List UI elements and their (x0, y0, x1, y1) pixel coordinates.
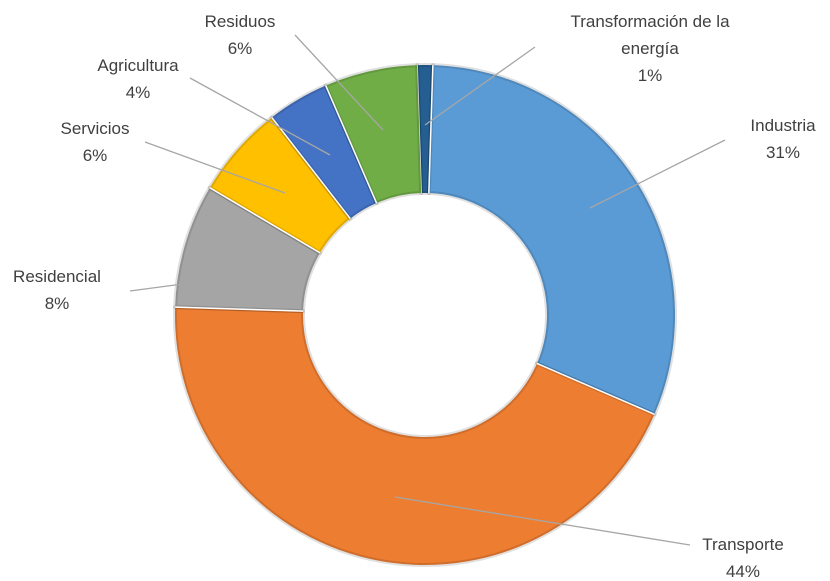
slice-gap (325, 85, 378, 204)
donut-slice (173, 185, 322, 314)
leader-line (589, 139, 726, 209)
value-label: 44% (725, 562, 761, 581)
data-label: Residencial 8% (13, 263, 101, 317)
donut-slice (207, 115, 353, 255)
data-label: Servicios 6% (61, 115, 130, 169)
leader-line (294, 34, 384, 131)
slice-gap (209, 187, 321, 254)
leader-line (144, 141, 286, 194)
leader-line (394, 496, 691, 546)
data-label: Transporte 44% (702, 531, 784, 581)
category-label: Servicios (60, 119, 130, 138)
leader-line (129, 282, 191, 292)
value-label: 4% (125, 83, 151, 102)
donut-slice (173, 305, 657, 567)
slice-gap (271, 117, 351, 220)
category-label: Transformación de la energía (570, 12, 730, 58)
value-label: 8% (44, 294, 70, 313)
category-label: Residencial (13, 267, 101, 286)
data-label: Residuos 6% (205, 8, 276, 62)
slice-gap (428, 65, 434, 194)
donut-slice (426, 63, 677, 417)
value-label: 6% (82, 146, 108, 165)
leader-line (424, 46, 536, 126)
data-label: Transformación de la energía 1% (550, 8, 750, 89)
data-label: Industria 31% (750, 112, 815, 166)
data-label: Agricultura 4% (97, 52, 178, 106)
value-label: 6% (227, 39, 253, 58)
value-label: 31% (765, 143, 801, 162)
category-label: Industria (750, 116, 816, 135)
donut-slice (323, 63, 424, 206)
value-label: 1% (637, 66, 663, 85)
category-label: Transporte (702, 535, 784, 554)
leader-line (189, 77, 331, 156)
category-label: Agricultura (97, 56, 179, 75)
slice-gap (175, 306, 304, 312)
slice-gap (536, 362, 655, 415)
category-label: Residuos (204, 12, 276, 31)
